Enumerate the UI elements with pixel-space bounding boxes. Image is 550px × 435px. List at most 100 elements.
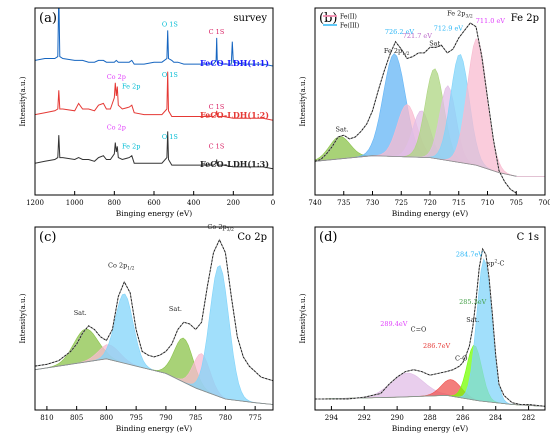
x-tick-label-2: 730 bbox=[366, 199, 379, 207]
plot-area bbox=[35, 238, 273, 405]
plot-area bbox=[35, 8, 273, 170]
annotation-7: sp2-C bbox=[487, 258, 505, 267]
annotation-3: Fe 2p bbox=[122, 82, 140, 90]
panel-a-survey: 1200 1000 800 600 400 200 0 Binging energy (eV)… bbox=[19, 7, 275, 218]
x-tick-label-4: 286 bbox=[456, 414, 470, 422]
annotation-7: Fe 2p bbox=[122, 142, 140, 150]
x-tick-label-6: 0 bbox=[271, 199, 275, 207]
x-tick-label-2: 800 bbox=[100, 414, 113, 422]
x-tick-label-5: 785 bbox=[189, 414, 202, 422]
panel-label: (b) bbox=[319, 11, 337, 26]
annotation-sub: 3/2 bbox=[465, 13, 472, 19]
x-tick-label-7: 705 bbox=[510, 199, 523, 207]
annotation-1: C 1S bbox=[209, 28, 225, 36]
annotation-2: Sat. bbox=[169, 305, 182, 313]
legend-label-1: Fe(III) bbox=[340, 23, 359, 30]
annotation-0: 289.4eV bbox=[380, 320, 407, 328]
annotation-4: O 1S bbox=[162, 71, 178, 79]
x-tick-label-5: 200 bbox=[227, 199, 240, 207]
annotation-3: 721.7 eV bbox=[403, 32, 433, 40]
annotation-9: C 1S bbox=[209, 142, 225, 150]
annotation-0: O 1S bbox=[162, 21, 178, 29]
panel-b-fe2p: 740 735 730 725 720 715 710 705 700 Binding energ… bbox=[299, 7, 550, 218]
x-tick-label-1: 735 bbox=[337, 199, 350, 207]
panel-title: survey bbox=[233, 13, 267, 24]
annotation-4: Sat. bbox=[429, 39, 442, 47]
annotation-0: Sat. bbox=[336, 125, 349, 133]
x-tick-label-0: 810 bbox=[40, 414, 53, 422]
annotation-1: C=O bbox=[411, 325, 427, 333]
x-axis-label: Binding energy (eV) bbox=[392, 209, 468, 218]
annotation-sub: 1/2 bbox=[402, 51, 409, 57]
plot-frame bbox=[34, 226, 274, 411]
x-tick-label-4: 720 bbox=[423, 199, 436, 207]
x-tick-label-7: 775 bbox=[248, 414, 261, 422]
plot-area bbox=[315, 247, 545, 407]
x-tick-label-5: 284 bbox=[489, 414, 503, 422]
annotation-3: C-O bbox=[455, 355, 468, 363]
annotation-1: 726.2 eV bbox=[385, 28, 415, 36]
plot-frame bbox=[314, 226, 546, 411]
annotation-tail: -C bbox=[497, 259, 504, 267]
x-axis-label: Binding energy (eV) bbox=[116, 424, 192, 433]
x-tick-label-5: 715 bbox=[452, 199, 465, 207]
envelope-line bbox=[315, 22, 517, 194]
series-line-1 bbox=[35, 71, 273, 121]
series-label-0: FeCO-LDH(1:1) bbox=[200, 58, 269, 68]
x-tick-label-1: 1000 bbox=[66, 199, 84, 207]
annotation-7: 711.0 eV bbox=[476, 17, 506, 25]
annotation-6: Co 2p bbox=[107, 124, 126, 132]
series-line-2 bbox=[35, 131, 273, 170]
annotation-2: 286.7eV bbox=[423, 342, 450, 350]
legend-label-0: Fe(II) bbox=[340, 14, 357, 21]
panel-c-co2p: 810 805 800 795 790 785 780 775 Binding energy (… bbox=[19, 223, 274, 433]
annotation-sup: 2 bbox=[494, 258, 497, 264]
annotation-1: Co 2p1/2 bbox=[108, 261, 135, 271]
panel-label: (c) bbox=[39, 230, 56, 245]
x-tick-label-1: 805 bbox=[70, 414, 83, 422]
series-label-2: FeCO-LDH(1:3) bbox=[200, 159, 269, 169]
annotation-8: O 1S bbox=[162, 133, 178, 141]
y-axis-label: Intensity(a.u.) bbox=[299, 76, 307, 126]
series-line-0 bbox=[35, 8, 273, 67]
fit-peak-2 bbox=[315, 344, 545, 407]
x-axis-label: Binding energy (eV) bbox=[392, 424, 468, 433]
fit-peak-3 bbox=[315, 258, 545, 407]
x-tick-label-0: 294 bbox=[325, 414, 339, 422]
annotation-3: Co 2p3/2 bbox=[207, 223, 234, 233]
x-tick-label-3: 600 bbox=[147, 199, 160, 207]
annotation-5: 712.9 eV bbox=[434, 24, 464, 32]
x-tick-label-2: 800 bbox=[108, 199, 121, 207]
baseline-line bbox=[35, 358, 273, 405]
panel-d-c1s: 294 292 290 288 286 284 282 Binding energy (eV)… bbox=[299, 226, 546, 433]
x-tick-label-4: 400 bbox=[187, 199, 200, 207]
x-tick-label-8: 700 bbox=[538, 199, 550, 207]
panel-title: Fe 2p bbox=[511, 13, 539, 24]
annotation-sub: 1/2 bbox=[127, 265, 134, 271]
x-tick-label-6: 780 bbox=[219, 414, 232, 422]
annotation-2: Co 2p bbox=[107, 73, 126, 81]
x-tick-label-2: 290 bbox=[390, 414, 403, 422]
x-tick-label-6: 282 bbox=[522, 414, 535, 422]
panel-title: C 1s bbox=[517, 232, 539, 243]
annotation-5: Sat. bbox=[466, 316, 479, 324]
annotation-2: Fe 2p1/2 bbox=[384, 47, 410, 57]
annotation-5: C 1S bbox=[209, 103, 225, 111]
x-axis-label: Binging energy (eV) bbox=[116, 209, 192, 218]
x-tick-label-0: 740 bbox=[308, 199, 321, 207]
envelope-line bbox=[315, 247, 545, 407]
y-axis-label: Intensity(a.u.) bbox=[19, 76, 27, 126]
panel-label: (d) bbox=[319, 230, 337, 245]
annotation-6: 284.7eV bbox=[456, 250, 483, 258]
baseline-line bbox=[315, 155, 517, 177]
y-axis-label: Intensity(a.u.) bbox=[19, 293, 27, 343]
annotation-sub: 3/2 bbox=[227, 227, 234, 233]
x-tick-label-1: 292 bbox=[358, 414, 371, 422]
x-tick-label-3: 795 bbox=[129, 414, 142, 422]
plot-area bbox=[315, 22, 545, 194]
fit-peak-4 bbox=[315, 68, 545, 177]
x-tick-label-6: 710 bbox=[481, 199, 494, 207]
annotation-0: Sat. bbox=[74, 309, 87, 317]
annotation-4: 285.3eV bbox=[459, 298, 486, 306]
